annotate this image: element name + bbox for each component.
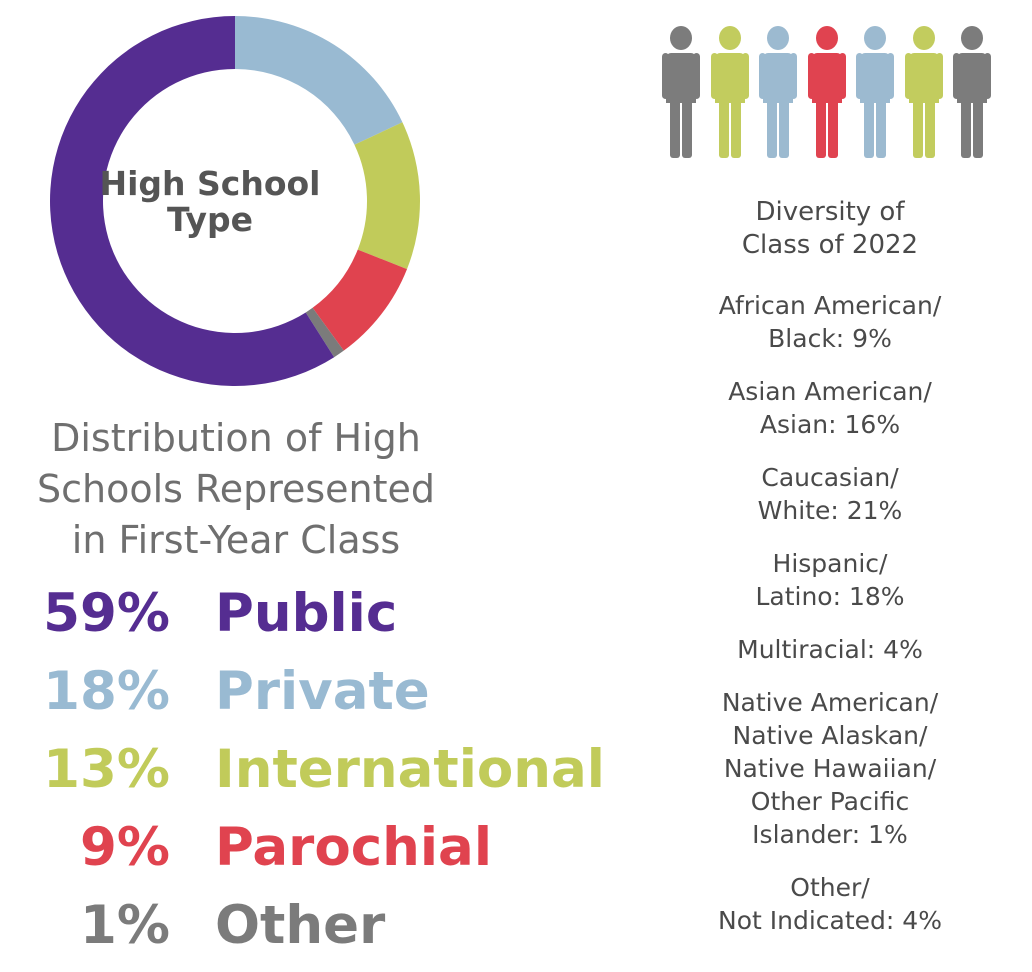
person-icon: [759, 26, 797, 158]
donut-center-label-line-2: Type: [166, 200, 254, 239]
diversity-item-line: Black: 9%: [768, 324, 892, 353]
diversity-item-line: African American/: [718, 291, 942, 320]
person-icon: [710, 26, 749, 158]
legend-value-public: 59%: [43, 583, 170, 644]
diversity-item: Multiracial: 4%: [680, 633, 980, 666]
diversity-item-line: Other/: [790, 873, 870, 902]
diversity-title-line-2: Class of 2022: [741, 230, 919, 260]
donut-center-label-line-1: High School: [99, 164, 321, 203]
donut-slice-parochial: [312, 249, 408, 351]
school-type-donut-chart: [50, 16, 420, 386]
diversity-title: Diversity of Class of 2022: [680, 196, 980, 262]
chart-title-line-1: Distribution of High: [51, 416, 421, 460]
diversity-item-line: Caucasian/: [761, 463, 899, 492]
legend-label-parochial: Parochial: [215, 817, 492, 878]
diversity-item: Hispanic/Latino: 18%: [680, 547, 980, 613]
person-icon: [953, 26, 991, 158]
legend-label-other: Other: [215, 895, 386, 956]
person-icon: [807, 26, 846, 158]
diversity-item: Caucasian/White: 21%: [680, 461, 980, 527]
diversity-item-line: Islander: 1%: [752, 820, 908, 849]
diversity-item-line: Not Indicated: 4%: [718, 906, 942, 935]
donut-slice-public: [50, 16, 335, 386]
diversity-panel: Diversity of Class of 2022 African Ameri…: [680, 196, 980, 957]
diversity-item: Native American/Native Alaskan/Native Ha…: [680, 686, 980, 851]
legend-label-public: Public: [215, 583, 398, 644]
person-icon: [904, 26, 943, 158]
chart-title-line-2: Schools Represented: [36, 467, 436, 511]
legend-value-international: 13%: [43, 739, 170, 800]
diversity-item-line: Latino: 18%: [755, 582, 905, 611]
donut-slice-other: [305, 307, 344, 358]
donut-slice-private: [235, 16, 403, 145]
person-icon: [662, 26, 700, 158]
diversity-item-line: Asian: 16%: [759, 410, 901, 439]
person-icon: [856, 26, 894, 158]
donut-slice-international: [354, 122, 420, 270]
diversity-item-line: White: 21%: [757, 496, 903, 525]
diversity-item-line: Native Hawaiian/: [723, 754, 937, 783]
diversity-item: Other/Not Indicated: 4%: [680, 871, 980, 937]
diversity-title-line-1: Diversity of: [755, 197, 905, 227]
legend-value-other: 1%: [80, 895, 170, 956]
diversity-item-line: Asian American/: [728, 377, 932, 406]
legend-label-private: Private: [215, 661, 430, 722]
diversity-item-line: Other Pacific: [750, 787, 910, 816]
diversity-item: African American/Black: 9%: [680, 289, 980, 355]
donut-center-label: High School Type: [90, 166, 330, 238]
diversity-item-line: Native Alaskan/: [732, 721, 928, 750]
chart-title: Distribution of High Schools Represented…: [0, 413, 472, 566]
legend-label-international: International: [215, 739, 605, 800]
chart-title-line-3: in First-Year Class: [71, 518, 401, 562]
diversity-item: Asian American/Asian: 16%: [680, 375, 980, 441]
legend-value-parochial: 9%: [80, 817, 170, 878]
diversity-item-line: Native American/: [721, 688, 939, 717]
legend-value-private: 18%: [43, 661, 170, 722]
diversity-item-line: Multiracial: 4%: [737, 635, 923, 664]
diversity-item-line: Hispanic/: [772, 549, 888, 578]
